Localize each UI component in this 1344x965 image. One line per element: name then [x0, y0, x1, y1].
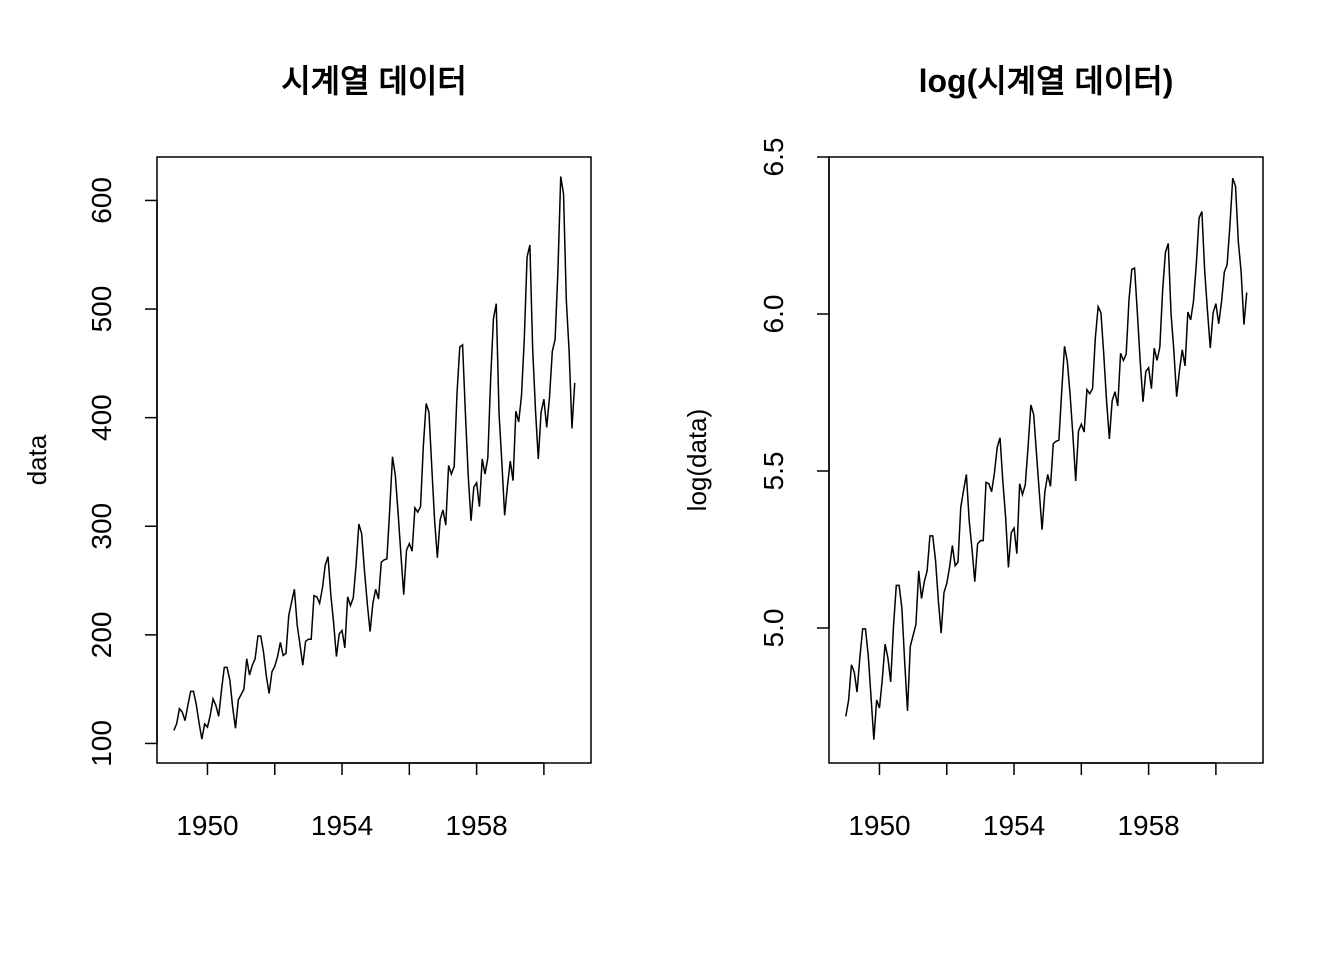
x-tick-label: 1958	[445, 810, 507, 841]
y-tick-label: 5.0	[758, 609, 789, 648]
x-axis: 1950 1954 1958	[848, 762, 1217, 841]
y-tick-label: 6.5	[758, 138, 789, 177]
x-tick-label: 1950	[848, 810, 910, 841]
y-tick-label: 300	[86, 503, 117, 550]
y-tick-label: 400	[86, 394, 117, 441]
y-axis-label: log(data)	[682, 409, 712, 512]
x-tick-label: 1954	[311, 810, 373, 841]
series-line	[173, 176, 576, 740]
y-tick-label: 600	[86, 177, 117, 224]
plot-box	[156, 156, 592, 764]
y-tick-label: 200	[86, 611, 117, 658]
x-tick-label: 1954	[983, 810, 1045, 841]
panel-time-series: 시계열 데이터 data 1950 1954 1958 100 200 300 400 50…	[22, 63, 592, 841]
y-axis: 100 200 300 400 500 600	[86, 177, 158, 767]
x-tick-label: 1950	[176, 810, 238, 841]
y-axis-label: data	[22, 434, 52, 485]
x-tick-label: 1958	[1117, 810, 1179, 841]
y-tick-label: 5.5	[758, 452, 789, 491]
chart-title: log(시계열 데이터)	[919, 63, 1174, 99]
y-axis: 5.0 5.5 6.0 6.5	[758, 138, 830, 648]
y-tick-label: 6.0	[758, 295, 789, 334]
panel-log-time-series: log(시계열 데이터) log(data) 1950 1954 1958 5.05…	[682, 63, 1264, 841]
y-tick-label: 500	[86, 286, 117, 333]
y-tick-label: 100	[86, 720, 117, 767]
chart-title: 시계열 데이터	[281, 63, 467, 99]
x-axis: 1950 1954 1958	[176, 762, 545, 841]
series-line	[845, 177, 1248, 740]
